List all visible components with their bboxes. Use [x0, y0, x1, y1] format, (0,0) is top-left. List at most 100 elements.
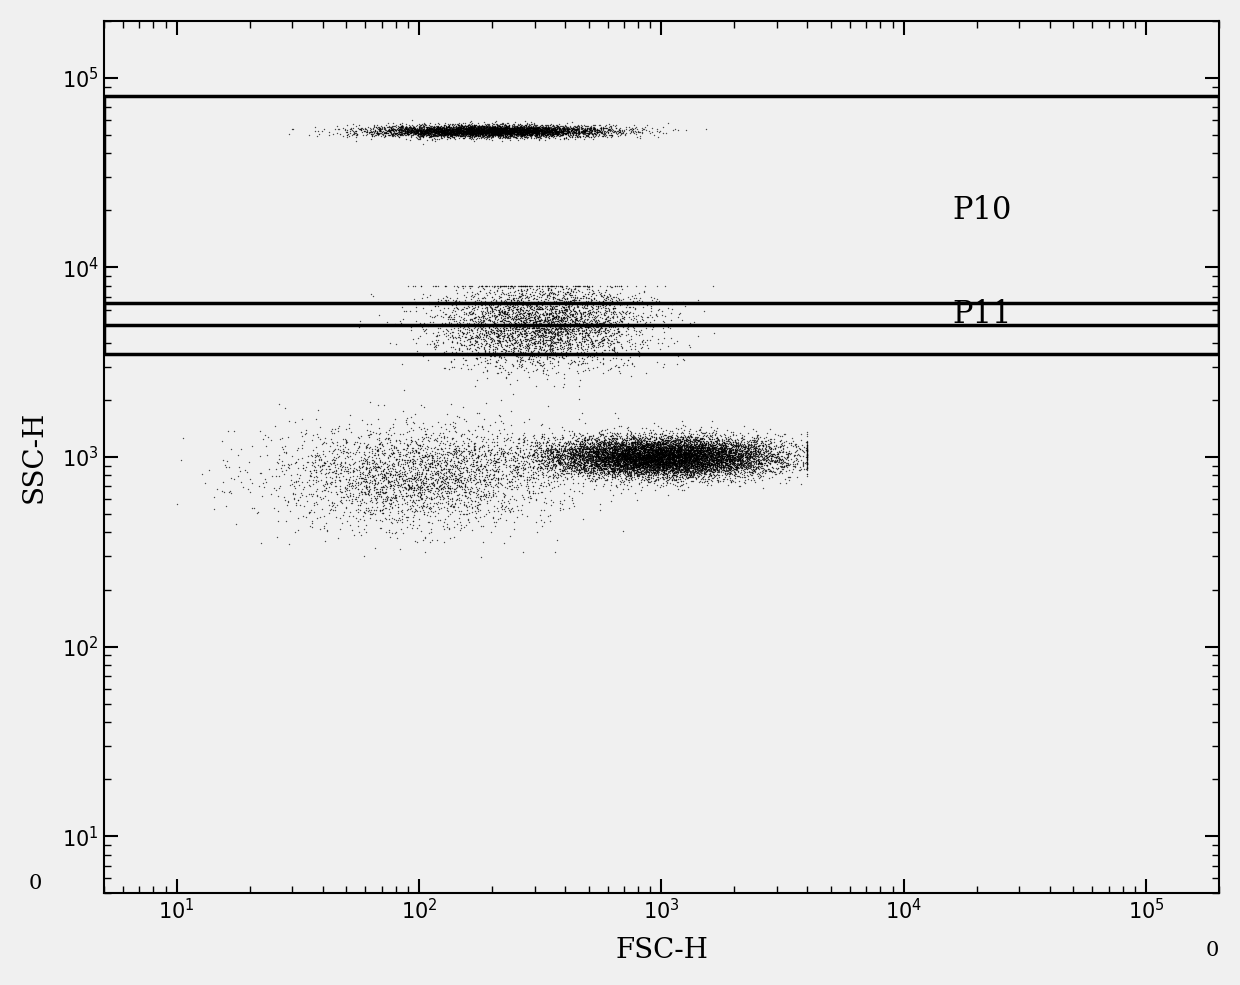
Point [603, 451, 622, 467]
Point [590, 435, 610, 451]
Point [408, 126, 428, 142]
Point [533, 123, 553, 139]
Point [603, 460, 622, 476]
Point [671, 452, 691, 468]
Point [497, 125, 517, 141]
Point [441, 120, 461, 136]
Point [466, 127, 486, 143]
Point [389, 121, 409, 137]
Point [518, 118, 538, 134]
Point [546, 309, 565, 325]
Point [604, 447, 624, 463]
Point [641, 451, 661, 467]
Point [569, 438, 589, 454]
Point [492, 121, 512, 137]
Point [589, 116, 609, 132]
Point [641, 442, 661, 458]
Point [574, 457, 594, 473]
Point [613, 456, 632, 472]
Point [445, 127, 465, 143]
Point [722, 451, 742, 467]
Point [521, 123, 541, 139]
Point [598, 461, 618, 477]
Point [593, 436, 613, 452]
Point [641, 435, 661, 451]
Point [613, 310, 632, 326]
Point [527, 289, 547, 304]
Point [424, 122, 444, 138]
Point [501, 294, 521, 309]
Point [732, 447, 751, 463]
Point [667, 452, 687, 468]
Point [481, 325, 501, 341]
Point [688, 463, 708, 479]
Point [737, 443, 756, 459]
Point [585, 315, 605, 331]
Point [428, 324, 448, 340]
Point [727, 438, 746, 454]
Point [340, 407, 360, 423]
Point [311, 472, 331, 488]
Point [345, 477, 365, 492]
Point [322, 471, 342, 487]
Point [647, 446, 667, 462]
Point [474, 290, 494, 305]
Point [658, 461, 678, 477]
Point [306, 472, 326, 488]
Point [677, 433, 697, 449]
Point [443, 124, 463, 140]
Point [613, 453, 632, 469]
Point [495, 126, 515, 142]
Point [525, 335, 544, 351]
Point [665, 447, 684, 463]
Point [582, 124, 601, 140]
Point [650, 441, 670, 457]
Point [744, 429, 764, 445]
Point [487, 125, 507, 141]
Point [221, 484, 241, 499]
Point [658, 442, 678, 458]
Point [304, 487, 324, 502]
Point [543, 337, 563, 353]
Point [538, 292, 558, 307]
Point [372, 128, 392, 144]
Point [549, 297, 569, 313]
Point [606, 447, 626, 463]
Point [430, 457, 450, 473]
Point [357, 474, 377, 490]
Point [599, 454, 619, 470]
Point [686, 451, 706, 467]
Point [560, 447, 580, 463]
Point [413, 416, 433, 431]
Point [269, 447, 289, 463]
Point [569, 123, 589, 139]
Point [491, 318, 511, 334]
Point [651, 454, 671, 470]
Point [670, 453, 689, 469]
Point [567, 129, 587, 145]
Point [441, 126, 461, 142]
Point [682, 463, 702, 479]
Point [525, 449, 544, 465]
Point [539, 302, 559, 318]
Point [663, 462, 683, 478]
Point [518, 121, 538, 137]
Point [605, 445, 625, 461]
Point [768, 444, 787, 460]
Point [366, 450, 386, 466]
Point [475, 343, 495, 359]
Point [361, 510, 381, 526]
Point [475, 411, 495, 427]
Point [722, 462, 742, 478]
Point [518, 351, 538, 366]
Point [616, 448, 636, 464]
Point [522, 434, 542, 450]
Point [644, 442, 663, 458]
Point [515, 126, 534, 142]
Point [574, 117, 594, 133]
Point [449, 316, 469, 332]
Point [430, 119, 450, 135]
Point [532, 117, 552, 133]
Point [366, 484, 386, 499]
Point [337, 463, 357, 479]
